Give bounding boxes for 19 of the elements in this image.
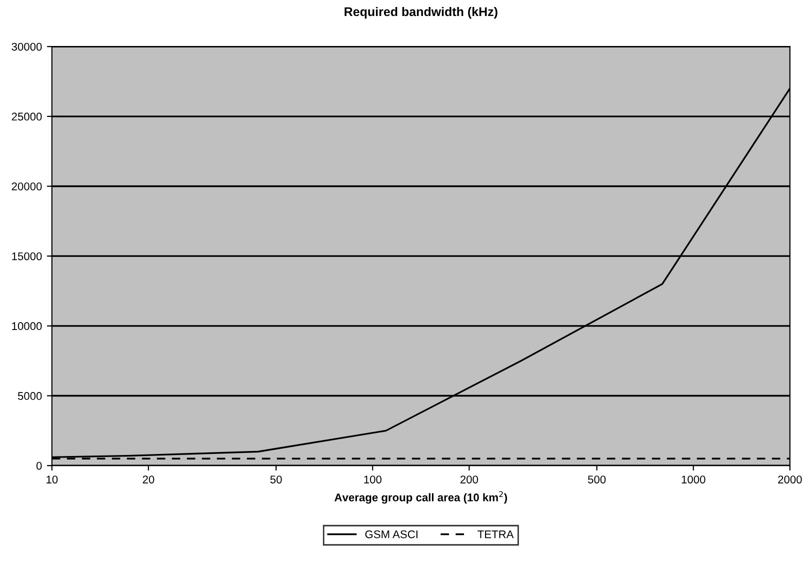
legend-label: GSM ASCI <box>365 530 418 538</box>
x-axis-title: Average group call area (10 km$^{2}$) <box>334 491 508 504</box>
x-tick-label: 20 <box>142 476 154 484</box>
x-tick-label: 100 <box>364 476 382 484</box>
legend-label: TETRA <box>478 530 514 538</box>
y-tick-label: 5000 <box>18 392 42 400</box>
y-tick-label: 25000 <box>12 112 42 121</box>
x-tick-label: 10 <box>46 476 58 484</box>
y-tick-label: 15000 <box>12 252 42 260</box>
y-tick-label: 30000 <box>12 42 42 51</box>
x-tick-label: 50 <box>270 476 282 484</box>
x-tick-label: 1000 <box>682 476 706 484</box>
x-tick-label: 500 <box>588 476 606 484</box>
y-tick-label: 10000 <box>12 322 42 330</box>
y-tick-label: 0 <box>36 462 42 470</box>
x-tick-label: 200 <box>460 476 478 484</box>
x-tick-label: 2000 <box>778 476 802 484</box>
y-tick-label: 20000 <box>12 182 42 190</box>
chart-title: Required bandwidth (kHz) <box>344 6 498 19</box>
